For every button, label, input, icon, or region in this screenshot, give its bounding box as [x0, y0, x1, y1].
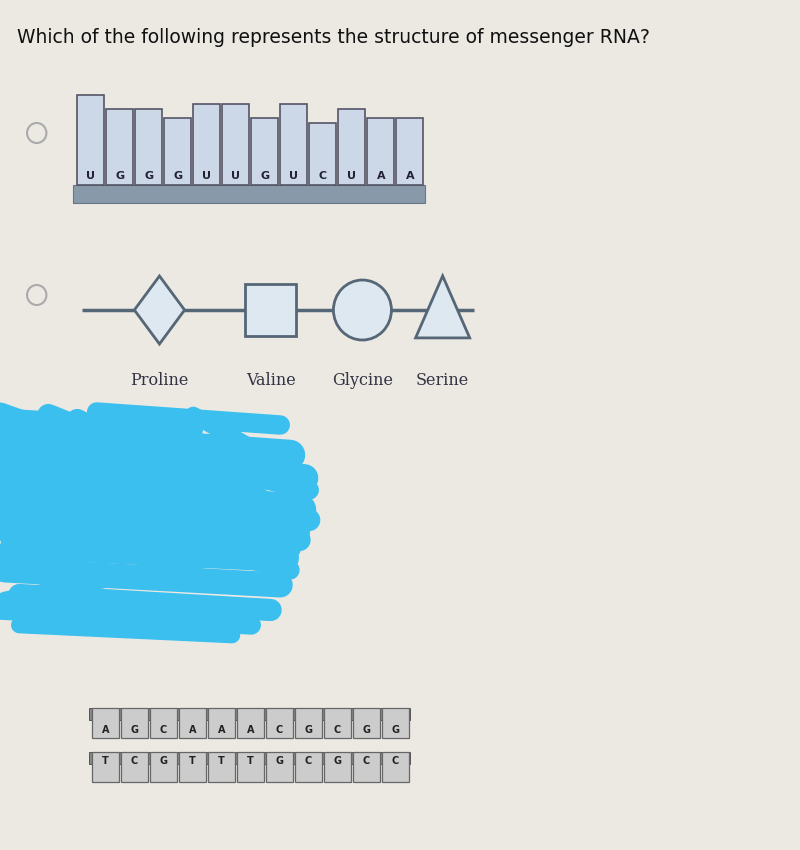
Bar — [150, 752, 177, 782]
Bar — [251, 118, 278, 185]
Text: C: C — [160, 725, 167, 735]
Bar — [367, 118, 394, 185]
Text: G: G — [174, 171, 182, 181]
Bar — [164, 118, 191, 185]
Bar — [178, 708, 206, 738]
Text: U: U — [231, 171, 240, 181]
Text: G: G — [275, 756, 283, 766]
Text: C: C — [392, 756, 399, 766]
Text: U: U — [86, 171, 95, 181]
Text: T: T — [218, 756, 225, 766]
Text: C: C — [130, 756, 138, 766]
Bar — [310, 123, 336, 185]
Bar — [237, 752, 264, 782]
Text: A: A — [246, 725, 254, 735]
Text: A: A — [377, 171, 385, 181]
Bar — [135, 109, 162, 185]
Bar — [92, 752, 119, 782]
Bar — [246, 284, 296, 336]
Text: G: G — [362, 725, 370, 735]
Text: U: U — [347, 171, 356, 181]
Bar — [353, 708, 380, 738]
Circle shape — [334, 280, 391, 340]
Bar — [382, 752, 409, 782]
Text: Proline: Proline — [130, 372, 189, 389]
Text: U: U — [290, 171, 298, 181]
Bar — [121, 752, 148, 782]
Polygon shape — [415, 276, 470, 338]
Bar — [280, 104, 307, 185]
Bar — [294, 708, 322, 738]
Text: A: A — [406, 171, 414, 181]
Text: T: T — [189, 756, 196, 766]
Bar — [266, 708, 293, 738]
Text: C: C — [318, 171, 327, 181]
Bar — [324, 708, 351, 738]
Bar — [121, 708, 148, 738]
Bar — [178, 752, 206, 782]
Text: A: A — [218, 725, 225, 735]
Bar — [266, 752, 293, 782]
Text: C: C — [362, 756, 370, 766]
Text: G: G — [391, 725, 399, 735]
Text: A: A — [189, 725, 196, 735]
Bar — [194, 104, 220, 185]
Text: G: G — [159, 756, 167, 766]
Bar — [208, 708, 235, 738]
Bar — [294, 752, 322, 782]
Text: Serine: Serine — [416, 372, 470, 389]
Text: U: U — [202, 171, 211, 181]
Bar — [89, 752, 410, 764]
Bar — [150, 708, 177, 738]
Bar — [237, 708, 264, 738]
Bar — [106, 109, 134, 185]
Bar — [89, 708, 410, 720]
Text: G: G — [115, 171, 125, 181]
Bar — [208, 752, 235, 782]
Bar — [396, 118, 423, 185]
Text: C: C — [276, 725, 283, 735]
Text: C: C — [334, 725, 341, 735]
Text: T: T — [102, 756, 109, 766]
Text: Which of the following represents the structure of messenger RNA?: Which of the following represents the st… — [18, 28, 650, 47]
Bar — [92, 708, 119, 738]
Bar — [74, 185, 426, 203]
Bar — [222, 104, 250, 185]
Text: G: G — [334, 756, 342, 766]
Text: G: G — [144, 171, 154, 181]
Text: G: G — [260, 171, 270, 181]
Text: Valine: Valine — [246, 372, 295, 389]
Text: T: T — [247, 756, 254, 766]
Polygon shape — [134, 276, 185, 344]
Bar — [382, 708, 409, 738]
Bar — [353, 752, 380, 782]
Text: G: G — [304, 725, 312, 735]
Text: A: A — [102, 725, 109, 735]
Bar — [324, 752, 351, 782]
Text: G: G — [130, 725, 138, 735]
Bar — [338, 109, 366, 185]
Text: C: C — [305, 756, 312, 766]
Text: Glycine: Glycine — [332, 372, 393, 389]
Bar — [78, 95, 104, 185]
